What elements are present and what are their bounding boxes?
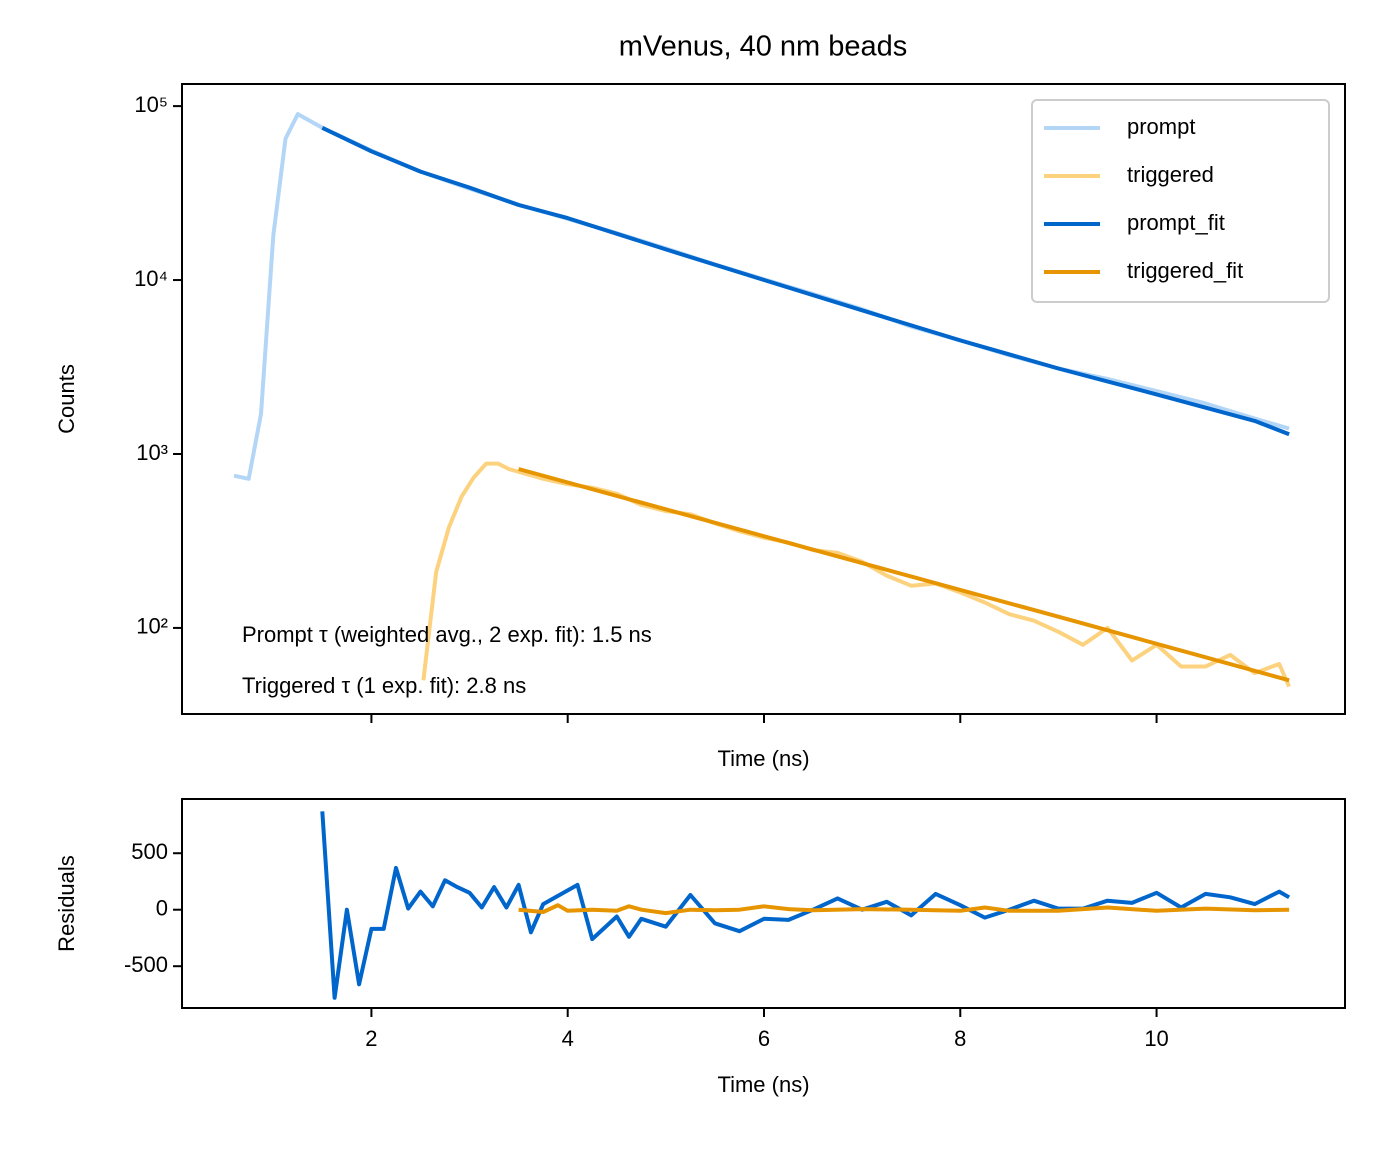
y-tick-label: 500 bbox=[131, 839, 168, 864]
y-tick-label: -500 bbox=[124, 952, 168, 977]
y-axis-label: Residuals bbox=[54, 855, 79, 952]
x-tick-label: 6 bbox=[758, 1026, 770, 1051]
x-axis-label: Time (ns) bbox=[717, 1072, 809, 1097]
data-line bbox=[518, 467, 1290, 683]
legend-label: prompt_fit bbox=[1127, 210, 1225, 235]
plot-frame bbox=[181, 798, 1346, 1009]
annotation: Prompt τ (weighted avg., 2 exp. fit): 1.… bbox=[242, 622, 652, 647]
plot-frame bbox=[181, 83, 1346, 715]
legend-label: triggered_fit bbox=[1127, 258, 1243, 283]
data-line bbox=[320, 811, 1291, 1000]
y-axis-label: Counts bbox=[54, 364, 79, 434]
x-axis-label: Time (ns) bbox=[717, 746, 809, 771]
data-line bbox=[321, 125, 1290, 437]
data-line bbox=[518, 903, 1290, 916]
legend-label: prompt bbox=[1127, 114, 1195, 139]
legend-label: triggered bbox=[1127, 162, 1214, 187]
x-tick-label: 8 bbox=[954, 1026, 966, 1051]
y-tick-label: 10⁴ bbox=[134, 266, 168, 291]
x-tick-label: 2 bbox=[365, 1026, 377, 1051]
x-tick-label: 10 bbox=[1144, 1026, 1168, 1051]
chart-title: mVenus, 40 nm beads bbox=[619, 31, 908, 63]
data-line bbox=[421, 461, 1291, 688]
y-tick-label: 10⁵ bbox=[134, 92, 168, 117]
x-tick-label: 4 bbox=[562, 1026, 574, 1051]
annotation: Triggered τ (1 exp. fit): 2.8 ns bbox=[242, 673, 526, 698]
legend-box bbox=[1031, 99, 1330, 303]
y-tick-label: 0 bbox=[156, 896, 168, 921]
y-tick-label: 10² bbox=[136, 614, 168, 639]
y-tick-label: 10³ bbox=[136, 440, 168, 465]
